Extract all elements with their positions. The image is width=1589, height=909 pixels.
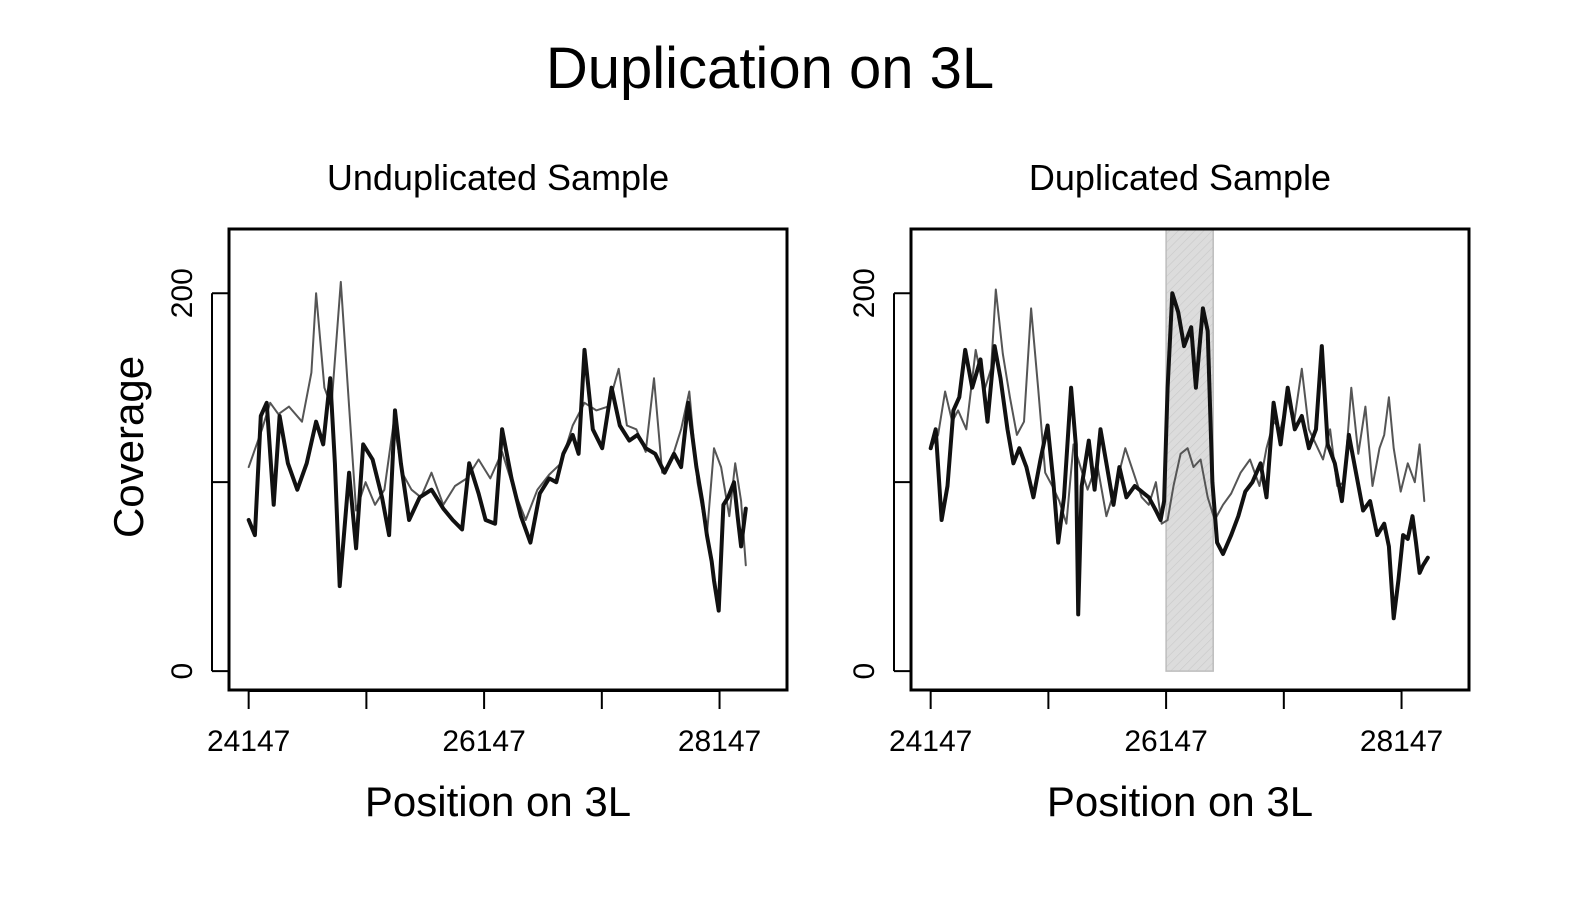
chart-0-series-line-1 <box>246 347 748 613</box>
chart-0-x-tick-label: 28147 <box>678 725 761 758</box>
chart-0-x-tick-label: 26147 <box>442 725 525 758</box>
figure-title: Duplication on 3L <box>546 36 994 101</box>
panel-duplicated-sample: 24147 26147 28147 0 200 Duplicated Sample Posi… <box>848 157 1471 825</box>
chart-1-title: Duplicated Sample <box>1029 157 1331 198</box>
chart-0-y-tick-label: 200 <box>166 268 199 318</box>
chart-1-series-line-0 <box>929 288 1426 525</box>
y-axis-label: Coverage <box>105 356 152 538</box>
chart-1-x-tick-label: 24147 <box>889 725 972 758</box>
chart-1-series-line-1 <box>928 291 1430 621</box>
chart-0-title: Unduplicated Sample <box>327 157 669 198</box>
chart-1-x-tick-label: 28147 <box>1360 725 1443 758</box>
chart-0-y-tick-label: 0 <box>166 663 199 680</box>
chart-0-series-line-0 <box>247 280 747 567</box>
panel-unduplicated-sample: 24147 26147 28147 0 200 Unduplicated Sample Po… <box>166 157 789 825</box>
chart-0-x-tick-label: 24147 <box>207 725 290 758</box>
chart-1-x-axis-label: Position on 3L <box>1047 778 1313 825</box>
chart-1-y-tick-label: 0 <box>848 663 881 680</box>
chart-1-x-tick-label: 26147 <box>1124 725 1207 758</box>
chart-0-x-axis-label: Position on 3L <box>365 778 631 825</box>
chart-1-y-tick-label: 200 <box>848 268 881 318</box>
